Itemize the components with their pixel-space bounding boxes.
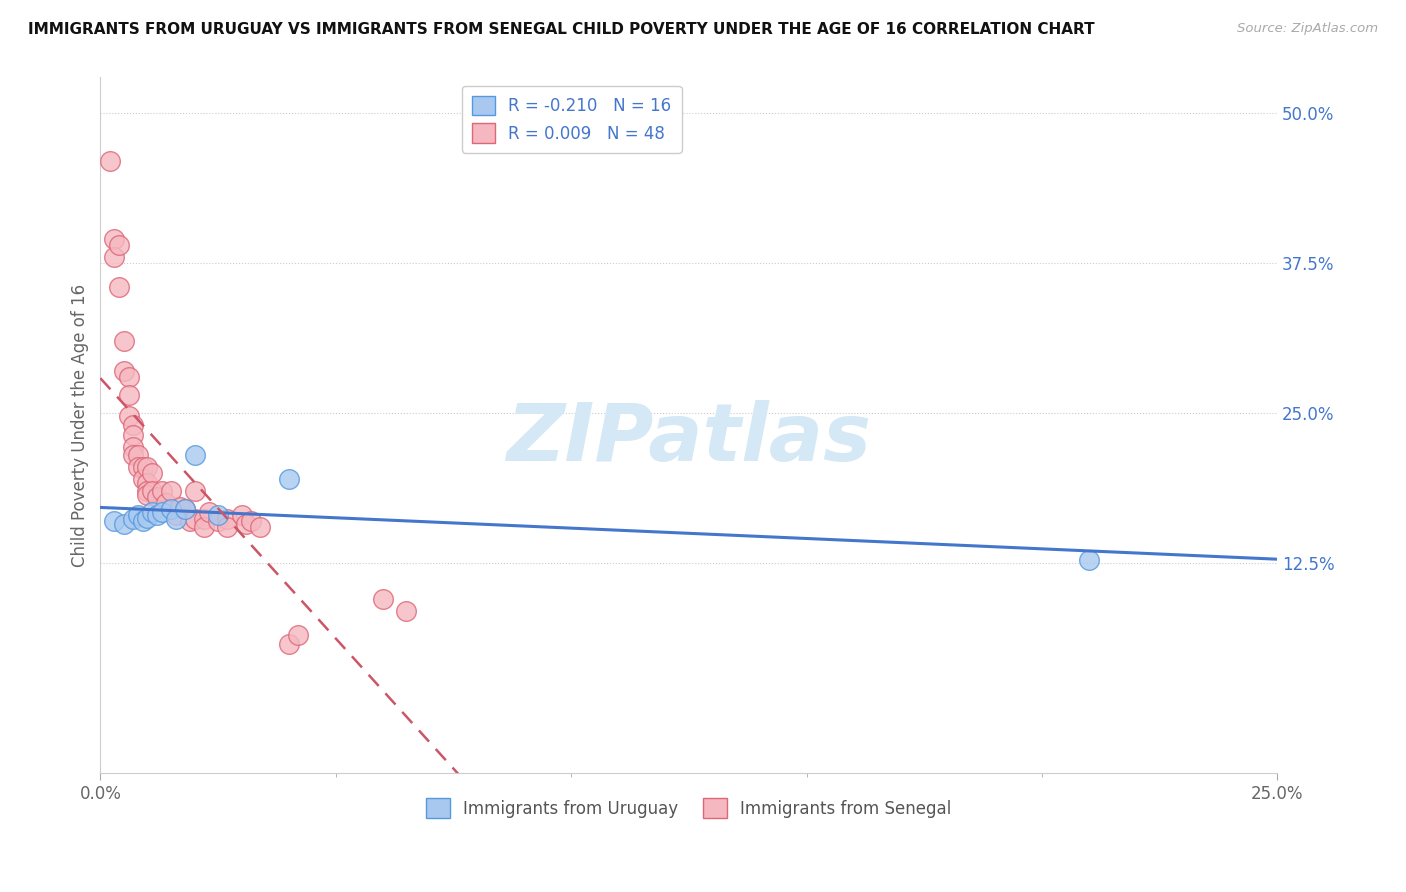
Point xyxy=(165,512,187,526)
Point xyxy=(1078,553,1101,567)
Point xyxy=(112,334,135,349)
Point xyxy=(179,515,201,529)
Point xyxy=(150,505,173,519)
Point xyxy=(122,440,145,454)
Point xyxy=(174,502,197,516)
Point xyxy=(127,449,149,463)
Point xyxy=(136,484,159,499)
Point xyxy=(141,467,163,481)
Point xyxy=(193,512,215,526)
Point xyxy=(197,505,219,519)
Point xyxy=(127,460,149,475)
Point xyxy=(277,637,299,651)
Point xyxy=(183,449,205,463)
Point xyxy=(132,460,155,475)
Point xyxy=(141,484,163,499)
Point xyxy=(150,484,173,499)
Point xyxy=(160,502,183,516)
Point xyxy=(217,520,239,534)
Point xyxy=(136,460,159,475)
Point xyxy=(240,515,263,529)
Point xyxy=(136,488,159,502)
Point xyxy=(235,516,257,531)
Text: ZIPatlas: ZIPatlas xyxy=(506,401,872,478)
Point xyxy=(183,512,205,526)
Point xyxy=(98,154,121,169)
Point xyxy=(122,428,145,442)
Point xyxy=(108,238,131,252)
Point xyxy=(165,508,187,523)
Point xyxy=(103,232,125,246)
Point xyxy=(108,280,131,294)
Point xyxy=(193,520,215,534)
Point xyxy=(160,484,183,499)
Point xyxy=(287,628,309,642)
Point xyxy=(207,508,229,523)
Point xyxy=(112,516,135,531)
Point xyxy=(117,370,139,384)
Point xyxy=(371,592,394,607)
Legend: Immigrants from Uruguay, Immigrants from Senegal: Immigrants from Uruguay, Immigrants from… xyxy=(420,792,957,824)
Point xyxy=(174,502,197,516)
Point xyxy=(136,511,159,525)
Point xyxy=(395,604,418,618)
Text: IMMIGRANTS FROM URUGUAY VS IMMIGRANTS FROM SENEGAL CHILD POVERTY UNDER THE AGE O: IMMIGRANTS FROM URUGUAY VS IMMIGRANTS FR… xyxy=(28,22,1095,37)
Text: Source: ZipAtlas.com: Source: ZipAtlas.com xyxy=(1237,22,1378,36)
Point xyxy=(117,388,139,402)
Point xyxy=(146,508,169,523)
Point xyxy=(112,364,135,378)
Point xyxy=(103,515,125,529)
Point xyxy=(231,508,253,523)
Point xyxy=(127,508,149,523)
Point xyxy=(155,496,177,510)
Point xyxy=(141,505,163,519)
Y-axis label: Child Poverty Under the Age of 16: Child Poverty Under the Age of 16 xyxy=(72,284,89,567)
Point xyxy=(207,515,229,529)
Point xyxy=(249,520,271,534)
Point xyxy=(103,251,125,265)
Point xyxy=(146,491,169,505)
Point xyxy=(136,476,159,491)
Point xyxy=(122,512,145,526)
Point xyxy=(217,512,239,526)
Point xyxy=(122,418,145,433)
Point xyxy=(132,515,155,529)
Point xyxy=(277,472,299,486)
Point xyxy=(183,484,205,499)
Point xyxy=(132,472,155,486)
Point xyxy=(122,449,145,463)
Point xyxy=(169,500,191,514)
Point xyxy=(117,409,139,423)
